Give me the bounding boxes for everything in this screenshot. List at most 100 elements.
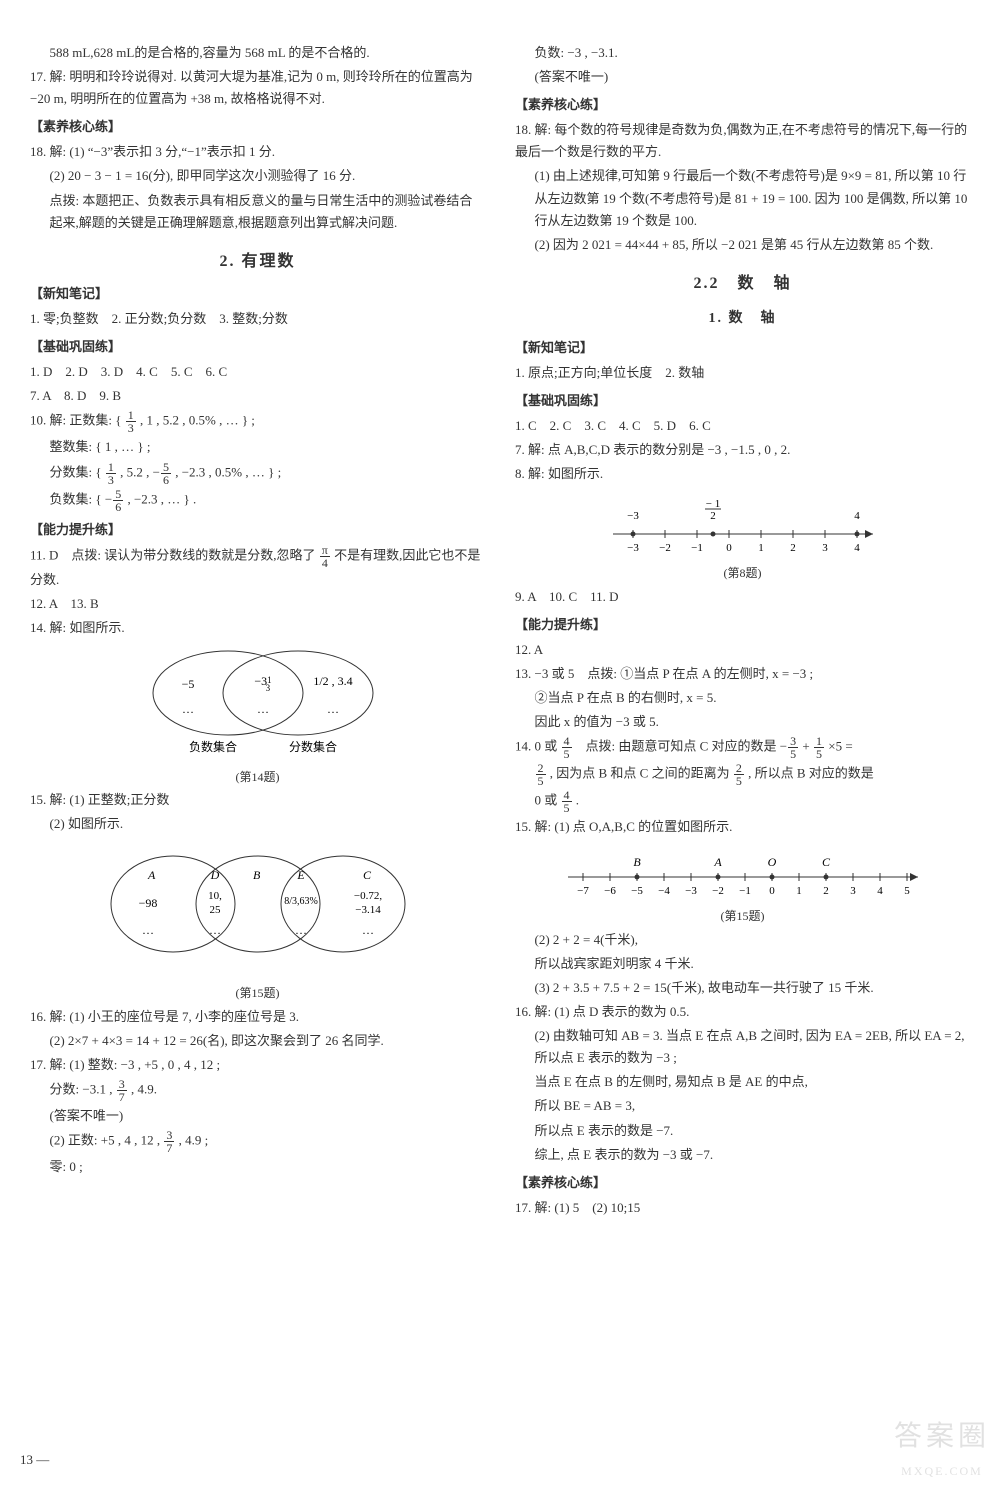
text: 25 , 因为点 B 和点 C 之间的距离为 25 , 所以点 B 对应的数是 xyxy=(515,762,970,787)
group-title: 【基础巩固练】 xyxy=(515,390,970,412)
text: (1) 由上述规律,可知第 9 行最后一个数(不考虑符号)是 9×9 = 81,… xyxy=(515,165,970,231)
svg-text:负数集合: 负数集合 xyxy=(188,739,236,754)
text: 点拨: 本题把正、负数表示具有相反意义的量与日常生活中的测验试卷结合起来,解题的… xyxy=(30,190,485,234)
section-title: 2. 有理数 xyxy=(30,248,485,275)
text: 因此 x 的值为 −3 或 5. xyxy=(515,711,970,733)
svg-text:−3: −3 xyxy=(627,542,639,554)
text: (答案不唯一) xyxy=(515,66,970,88)
label: 分数集: xyxy=(50,464,96,479)
venn-diagram-14: −5 … −313 … 1/2 , 3.4 … 负数集合 分数集合 xyxy=(128,643,388,763)
svg-text:8/3,63%: 8/3,63% xyxy=(284,896,318,907)
svg-text:−1: −1 xyxy=(739,885,751,897)
svg-text:…: … xyxy=(362,923,374,937)
page-number: 13 — xyxy=(20,1449,49,1471)
text: 负数集: { −56 , −2.3 , … } . xyxy=(30,488,485,513)
svg-text:1/2 , 3.4: 1/2 , 3.4 xyxy=(313,674,352,688)
svg-text:4: 4 xyxy=(877,885,883,897)
text: 1. 零;负整数 2. 正分数;负分数 3. 整数;分数 xyxy=(30,308,485,330)
number-line-15: −7 −6 −5 −4 −3 −2 −1 0 1 2 3 4 5 B A O C xyxy=(553,842,933,902)
text: 0 或 45 . xyxy=(515,789,970,814)
watermark-url: MXQE.COM xyxy=(894,1461,990,1481)
text: 所以点 E 表示的数是 −7. xyxy=(515,1120,970,1142)
group-title: 【能力提升练】 xyxy=(30,519,485,541)
number-line-8: −3 −2 −1 0 1 2 3 4 −3 − 1 2 4 xyxy=(593,489,893,559)
text: (2) 因为 2 021 = 44×44 + 85, 所以 −2 021 是第 … xyxy=(515,234,970,256)
venn-diagram-15: A −98 … D 10, 25 … B E 8/3,63% … C −0.72… xyxy=(93,839,423,979)
caption: (第14题) xyxy=(30,767,485,787)
group-title: 【素养核心练】 xyxy=(30,116,485,138)
value: { 1 , … } ; xyxy=(95,439,150,454)
text: 7. A 8. D 9. B xyxy=(30,385,485,407)
svg-text:…: … xyxy=(142,923,154,937)
text: (3) 2 + 3.5 + 7.5 + 2 = 15(千米), 故电动车一共行驶… xyxy=(515,977,970,999)
text: 7. 解: 点 A,B,C,D 表示的数分别是 −3 , −1.5 , 0 , … xyxy=(515,439,970,461)
svg-text:O: O xyxy=(767,855,776,869)
svg-text:−3.14: −3.14 xyxy=(355,904,381,916)
text: 18. 解: 每个数的符号规律是奇数为负,偶数为正,在不考虑符号的情况下,每一行… xyxy=(515,119,970,163)
watermark-text: 答案圈 xyxy=(894,1421,990,1452)
text: ②当点 P 在点 B 的右侧时, x = 5. xyxy=(515,687,970,709)
svg-text:分数集合: 分数集合 xyxy=(288,739,336,754)
svg-text:−4: −4 xyxy=(658,885,670,897)
text: 所以 BE = AB = 3, xyxy=(515,1095,970,1117)
text: (2) 2×7 + 4×3 = 14 + 12 = 26(名), 即这次聚会到了… xyxy=(30,1030,485,1052)
svg-text:…: … xyxy=(182,702,194,716)
group-title: 【基础巩固练】 xyxy=(30,336,485,358)
svg-text:…: … xyxy=(295,923,307,937)
svg-text:−3: −3 xyxy=(685,885,697,897)
svg-text:−98: −98 xyxy=(138,896,157,910)
svg-text:A: A xyxy=(713,855,722,869)
svg-text:5: 5 xyxy=(904,885,910,897)
svg-text:−313: −313 xyxy=(254,674,271,693)
text: (2) 如图所示. xyxy=(30,813,485,835)
text: 14. 0 或 45 点拨: 由题意可知点 C 对应的数是 −35 + 15 ×… xyxy=(515,735,970,760)
svg-text:−5: −5 xyxy=(181,677,194,691)
group-title: 【能力提升练】 xyxy=(515,614,970,636)
svg-text:−0.72,: −0.72, xyxy=(353,890,381,902)
svg-text:A: A xyxy=(147,868,156,882)
svg-text:4: 4 xyxy=(854,510,860,522)
svg-text:C: C xyxy=(821,855,830,869)
svg-text:2: 2 xyxy=(790,542,796,554)
svg-text:− 1: − 1 xyxy=(705,498,719,510)
section-title: 2.2 数 轴 xyxy=(515,270,970,297)
svg-text:−3: −3 xyxy=(627,510,639,522)
text: 11. D 点拨: 误认为带分数线的数就是分数,忽略了 xyxy=(30,547,316,562)
svg-text:1: 1 xyxy=(796,885,802,897)
svg-text:−6: −6 xyxy=(604,885,616,897)
text: 13. −3 或 5 点拨: ①当点 P 在点 A 的左侧时, x = −3 ; xyxy=(515,663,970,685)
text: 11. D 点拨: 误认为带分数线的数就是分数,忽略了 π4 不是有理数,因此它… xyxy=(30,544,485,591)
text: 9. A 10. C 11. D xyxy=(515,586,970,608)
text: 12. A xyxy=(515,639,970,661)
watermark: 答案圈 MXQE.COM xyxy=(894,1413,990,1481)
svg-text:−7: −7 xyxy=(577,885,589,897)
text: 16. 解: (1) 小王的座位号是 7, 小李的座位号是 3. xyxy=(30,1006,485,1028)
svg-text:2: 2 xyxy=(710,510,716,522)
svg-text:C: C xyxy=(363,868,372,882)
text: 14. 解: 如图所示. xyxy=(30,617,485,639)
svg-text:E: E xyxy=(296,868,305,882)
svg-text:4: 4 xyxy=(854,542,860,554)
svg-text:−2: −2 xyxy=(659,542,671,554)
label: 整数集: xyxy=(50,439,96,454)
group-title: 【新知笔记】 xyxy=(515,337,970,359)
page: 588 mL,628 mL的是合格的,容量为 568 mL 的是不合格的. 17… xyxy=(30,40,970,1221)
text: 17. 解: (1) 5 (2) 10;15 xyxy=(515,1197,970,1219)
text: 1. 原点;正方向;单位长度 2. 数轴 xyxy=(515,362,970,384)
text: (2) 由数轴可知 AB = 3. 当点 E 在点 A,B 之间时, 因为 EA… xyxy=(515,1025,970,1069)
text: 15. 解: (1) 正整数;正分数 xyxy=(30,789,485,811)
text: 16. 解: (1) 点 D 表示的数为 0.5. xyxy=(515,1001,970,1023)
subsection-title: 1. 数 轴 xyxy=(515,307,970,331)
text: (2) 2 + 2 = 4(千米), xyxy=(515,929,970,951)
text: 分数: −3.1 , 37 , 4.9. xyxy=(30,1078,485,1103)
text: 分数集: { 13 , 5.2 , −56 , −2.3 , 0.5% , … … xyxy=(30,461,485,486)
text: 当点 E 在点 B 的左侧时, 易知点 B 是 AE 的中点, xyxy=(515,1071,970,1093)
text: 零: 0 ; xyxy=(30,1156,485,1178)
label: 负数集: xyxy=(50,491,96,506)
left-column: 588 mL,628 mL的是合格的,容量为 568 mL 的是不合格的. 17… xyxy=(30,40,485,1221)
svg-text:0: 0 xyxy=(769,885,775,897)
group-title: 【素养核心练】 xyxy=(515,1172,970,1194)
svg-text:−5: −5 xyxy=(631,885,643,897)
label: 10. 解: 正数集: xyxy=(30,413,115,428)
text: 1. D 2. D 3. D 4. C 5. C 6. C xyxy=(30,361,485,383)
